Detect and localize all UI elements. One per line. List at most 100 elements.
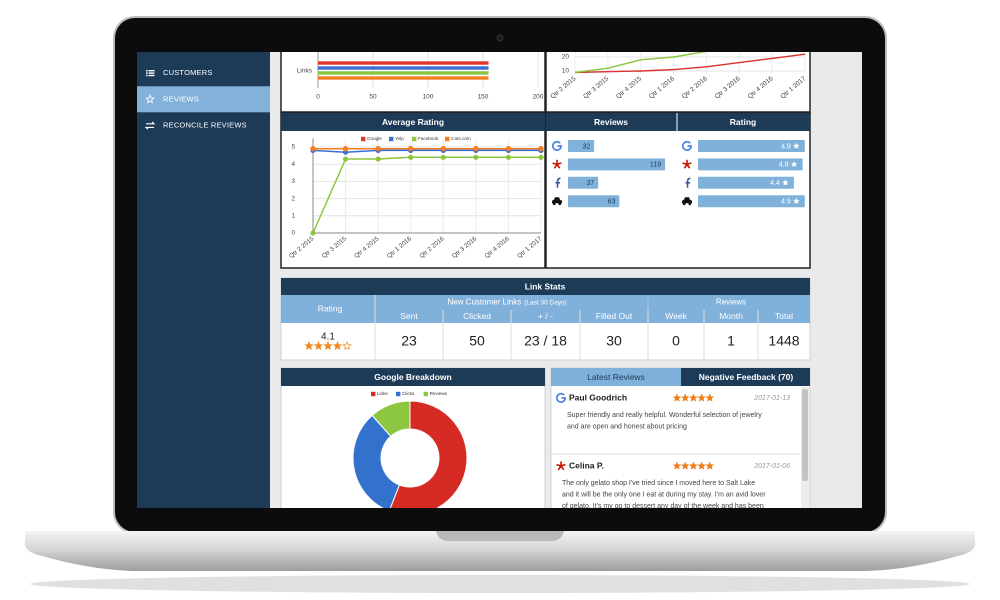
- legend-swatch: [423, 391, 428, 397]
- legend-label: Links: [377, 391, 388, 396]
- pie-slice: [371, 400, 411, 438]
- panel-header: [281, 113, 545, 131]
- tab[interactable]: [551, 368, 681, 386]
- data-point: [473, 146, 479, 152]
- review-text: and are open and honest about pricing: [567, 423, 687, 430]
- tab-label[interactable]: Latest Reviews: [587, 372, 645, 382]
- bar: [568, 158, 666, 171]
- y-tick-label: 10: [562, 68, 570, 75]
- y-tick-label: 0: [291, 230, 295, 237]
- rating-star: [323, 341, 333, 350]
- column-header: Filled Out: [596, 311, 633, 321]
- latest-reviews: Latest Reviews Negative Feedback (70) Paul…: [551, 368, 810, 508]
- stat-value: 23: [401, 333, 417, 349]
- sidebar: [137, 52, 270, 508]
- bar: [698, 158, 803, 171]
- x-tick-label: 100: [423, 94, 434, 101]
- rating-star: [313, 341, 324, 350]
- review-text: The only gelato shop I've tried since I …: [562, 480, 755, 487]
- review-date: 2017-01-13: [753, 395, 790, 402]
- review-text: Super friendly and really helpful. Wonde…: [567, 412, 762, 419]
- x-tick-label: 50: [369, 94, 377, 101]
- sidebar-item[interactable]: CUSTOMERS: [163, 68, 213, 77]
- rating-star: [680, 393, 690, 402]
- column-header: Clicked: [463, 311, 491, 321]
- bar-star: [793, 197, 800, 204]
- sidebar-item[interactable]: RECONCILE REVIEWS: [163, 121, 247, 130]
- bar: [318, 71, 489, 75]
- y-tick-label: 5: [291, 144, 295, 151]
- car-wheel: [552, 202, 556, 206]
- scrollbar-thumb[interactable]: [802, 389, 808, 481]
- data-point: [440, 154, 446, 160]
- star-icon: [145, 94, 155, 104]
- car-icon: [552, 197, 562, 204]
- data-point: [505, 146, 512, 152]
- series-line: [312, 156, 541, 234]
- rating-star: [689, 461, 698, 470]
- tab-label[interactable]: Negative Feedback (70): [699, 372, 794, 382]
- legend-swatch: [389, 136, 394, 142]
- data-point: [538, 146, 544, 152]
- column-header: Week: [665, 311, 687, 321]
- bar-star: [790, 161, 798, 168]
- google-icon: [551, 140, 563, 151]
- data-point: [342, 146, 349, 152]
- panel-title: Average Rating: [382, 117, 444, 127]
- legend-label: Yelp: [395, 136, 404, 141]
- bar: [698, 176, 794, 189]
- legend-label: Facebook: [418, 136, 439, 141]
- group-note: (Last 30 Days): [524, 299, 566, 306]
- yelp-icon: [556, 464, 562, 467]
- links-panel: [280, 52, 546, 113]
- rating-star: [697, 393, 706, 402]
- pie-slice: [389, 400, 468, 508]
- legend-swatch: [361, 136, 366, 142]
- y-tick-label: 20: [562, 54, 570, 61]
- list-icon: [148, 70, 155, 72]
- legend-swatch: [371, 391, 376, 397]
- list-icon: [148, 72, 155, 74]
- rating-star: [705, 461, 715, 470]
- rating-star: [689, 393, 698, 402]
- data-point: [342, 156, 349, 162]
- reviews-rating-panel: [545, 112, 811, 269]
- list-icon: [146, 74, 148, 77]
- rating-star: [680, 461, 690, 470]
- y-tick-label: Links: [297, 68, 313, 75]
- car-wheel: [688, 202, 692, 206]
- data-point: [375, 156, 381, 162]
- x-tick-label: 0: [316, 94, 320, 101]
- car-wheel: [682, 202, 686, 206]
- yelp-icon: [682, 162, 688, 166]
- rating-star: [672, 393, 682, 402]
- stat-value: 23 / 18: [524, 333, 567, 349]
- panel-header: [546, 113, 810, 131]
- reviews-rating-bars: 32 119 37 63 4.9 4.8 4.4 4.9: [551, 140, 805, 208]
- rating-star: [332, 341, 343, 350]
- series-line: [574, 52, 707, 74]
- camera: [496, 34, 504, 42]
- google-breakdown-panel: [280, 367, 546, 508]
- bar: [318, 66, 489, 70]
- swap-icon: [144, 121, 156, 130]
- tab[interactable]: [681, 368, 810, 386]
- bar: [568, 140, 595, 152]
- x-tick-label: 150: [478, 94, 489, 101]
- column-header: Sent: [400, 311, 418, 321]
- google-icon: [681, 140, 693, 151]
- link-stats-table: Sent 23 Clicked 50 + / - 23 / 18 Filled Out 30 W…: [304, 295, 800, 360]
- bar: [318, 61, 489, 65]
- panel-title: Google Breakdown: [374, 372, 451, 382]
- list-icon: [148, 74, 155, 77]
- bar-label: 4.4: [770, 180, 780, 187]
- y-tick-label: 2: [291, 195, 295, 202]
- column-header: + / -: [538, 311, 553, 321]
- bar-label: 63: [608, 199, 616, 206]
- bar: [568, 176, 599, 189]
- legend-swatch: [396, 391, 401, 397]
- rating-star: [697, 461, 706, 470]
- bar-label: 32: [582, 143, 590, 150]
- reviewer-name: Celina P.: [569, 460, 604, 470]
- sidebar-item[interactable]: REVIEWS: [163, 94, 199, 103]
